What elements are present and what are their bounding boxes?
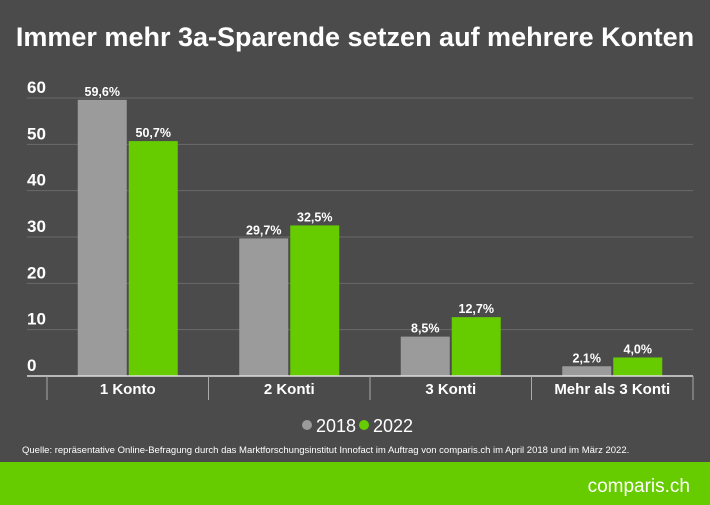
y-tick-label: 20 xyxy=(27,263,46,282)
y-tick-label: 60 xyxy=(27,78,46,97)
bar-2018 xyxy=(77,99,127,376)
y-tick-label: 0 xyxy=(27,356,36,375)
bar-2022 xyxy=(451,317,501,376)
x-tick-label: 1 Konto xyxy=(100,381,156,398)
data-label: 32,5% xyxy=(297,210,332,224)
bar-2022 xyxy=(128,141,178,376)
y-tick-label: 30 xyxy=(27,217,46,236)
y-tick-label: 40 xyxy=(27,171,46,190)
y-tick-label: 10 xyxy=(27,310,46,329)
data-label: 29,7% xyxy=(246,223,281,237)
legend-marker-2018 xyxy=(302,420,312,430)
x-tick-label: 3 Konti xyxy=(425,381,476,398)
data-label: 4,0% xyxy=(624,342,653,356)
y-tick-label: 50 xyxy=(27,124,46,143)
bar-2018 xyxy=(400,336,450,376)
source-note: Quelle: repräsentative Online-Befragung … xyxy=(22,445,629,456)
comparis-logo: comparis.ch xyxy=(588,476,690,497)
data-label: 8,5% xyxy=(411,322,440,336)
data-label: 59,6% xyxy=(85,85,120,99)
bar-2018 xyxy=(562,366,612,376)
data-label: 50,7% xyxy=(136,126,171,140)
bar-2018 xyxy=(239,238,289,376)
bar-2022 xyxy=(613,357,663,376)
x-tick-label: Mehr als 3 Konti xyxy=(554,381,670,398)
chart-title: Immer mehr 3a-Sparende setzen auf mehrer… xyxy=(16,22,694,52)
legend-label-2018: 2018 xyxy=(316,416,356,436)
data-label: 2,1% xyxy=(573,351,602,365)
bar-2022 xyxy=(290,225,340,376)
legend-label-2022: 2022 xyxy=(373,416,413,436)
brand-band xyxy=(0,462,710,505)
legend-marker-2022 xyxy=(359,420,369,430)
legend: 2018 2022 xyxy=(302,416,413,436)
x-tick-label: 2 Konti xyxy=(264,381,315,398)
data-label: 12,7% xyxy=(459,302,494,316)
